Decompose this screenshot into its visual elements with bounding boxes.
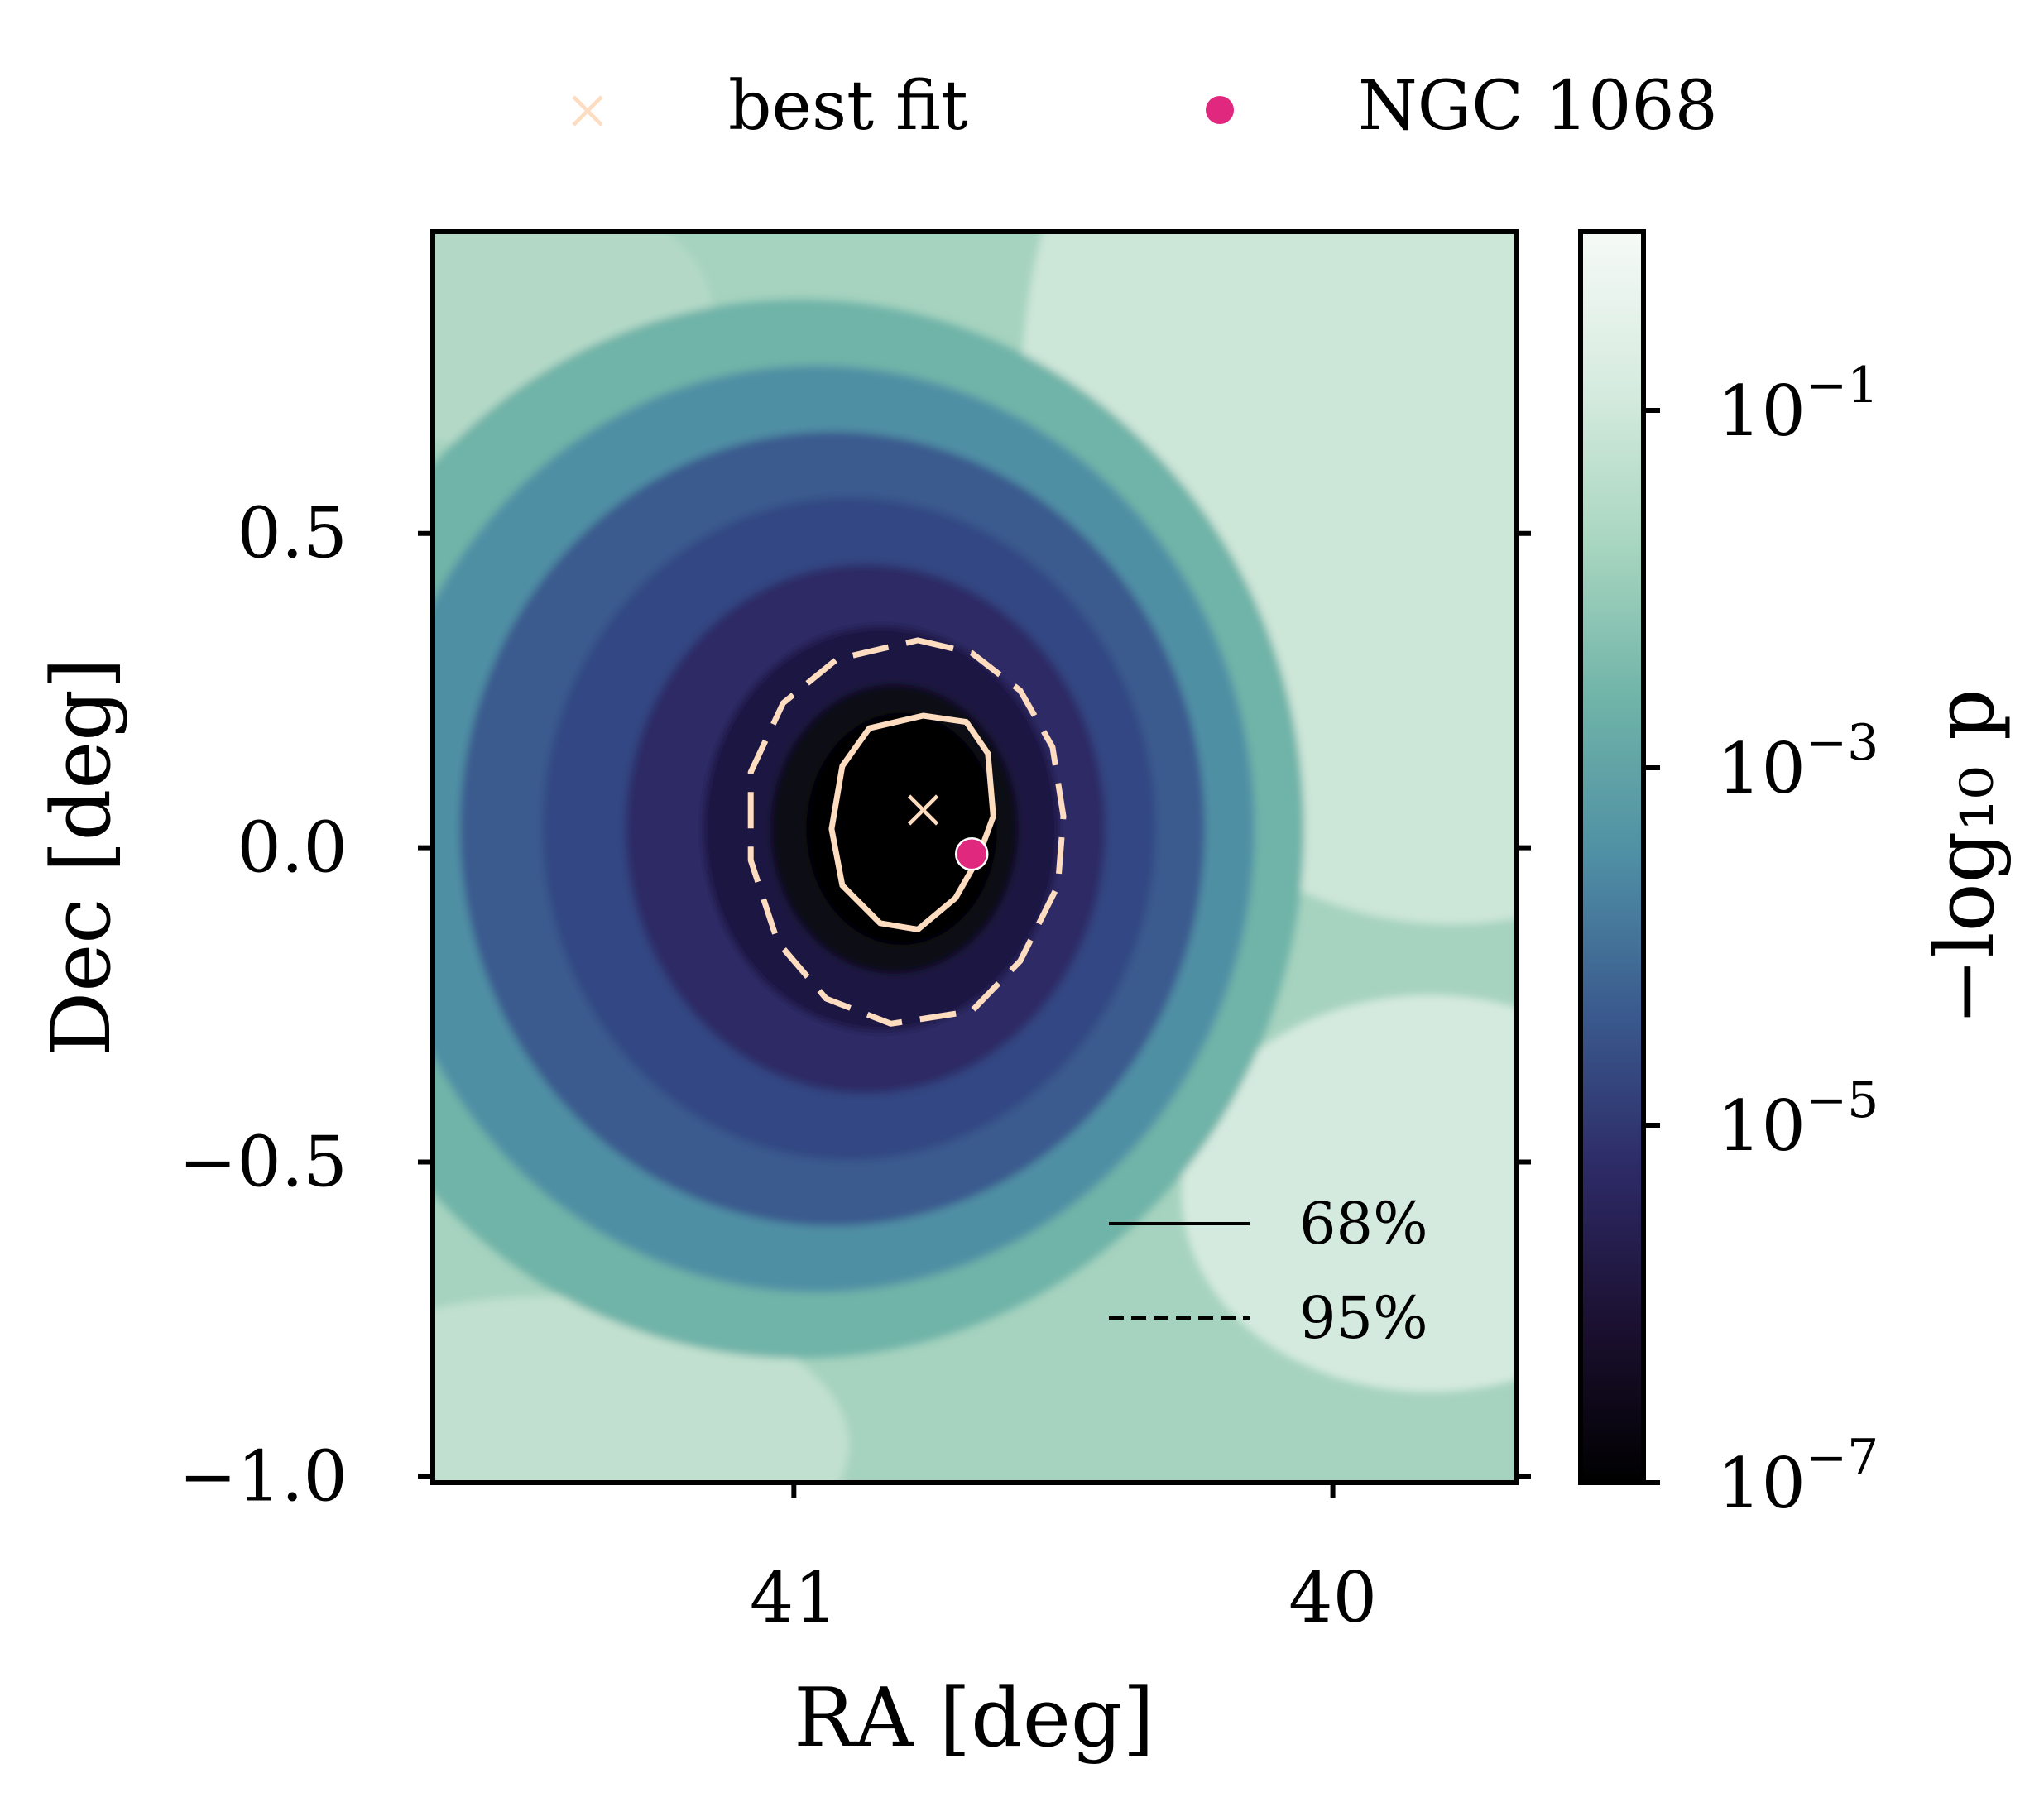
colorbar-gradient (1581, 232, 1643, 1483)
best-fit-marker (908, 794, 939, 826)
y-axis-title: Dec [deg] (35, 658, 129, 1057)
ngc-1068-marker (954, 836, 989, 871)
plot-area (433, 232, 1516, 1483)
contour-legend-95-label: 95% (1299, 1284, 1428, 1352)
top-legend: best fit NGC 1068 (572, 67, 1718, 146)
legend-ngc-1068-label: NGC 1068 (1358, 67, 1718, 146)
plot-frame (430, 229, 1519, 1485)
colorbar-ticks: 10−1 10−3 10−5 10−7 (1643, 357, 1878, 1524)
colorbar-tick-label: 10−3 (1717, 714, 1878, 809)
legend-ngc-1068-marker (1206, 96, 1234, 124)
contour-legend: 68% 95% (1109, 1190, 1428, 1352)
confidence-contours (747, 637, 1067, 1027)
heatmap (433, 232, 1516, 1483)
x-tick-label: 40 (1288, 1557, 1377, 1638)
contour-68 (828, 712, 996, 932)
colorbar-tick-label: 10−1 (1717, 357, 1878, 452)
colorbar: 10−1 10−3 10−5 10−7 −log₁₀ p (1578, 229, 2013, 1524)
colorbar-title: −log₁₀ p (1918, 688, 2013, 1026)
colorbar-tick-label: 10−5 (1717, 1071, 1878, 1167)
y-tick-label: −0.5 (179, 1122, 348, 1203)
y-tick-label: 0.0 (237, 808, 348, 889)
source-markers (908, 794, 989, 871)
x-axis: 41 40 (750, 1483, 1377, 1638)
y-tick-label: 0.5 (237, 493, 348, 574)
legend-best-fit-marker (572, 95, 603, 127)
legend-best-fit-label: best fit (728, 67, 968, 146)
y-axis: 0.5 0.0 −0.5 −1.0 (179, 493, 1531, 1517)
y-tick-label: −1.0 (179, 1435, 348, 1517)
x-tick-label: 41 (750, 1557, 838, 1638)
colorbar-frame (1578, 229, 1646, 1485)
contour-95 (747, 637, 1067, 1027)
x-axis-title: RA [deg] (794, 1671, 1154, 1766)
colorbar-tick-label: 10−7 (1717, 1429, 1878, 1524)
contour-legend-68-label: 68% (1299, 1190, 1428, 1258)
